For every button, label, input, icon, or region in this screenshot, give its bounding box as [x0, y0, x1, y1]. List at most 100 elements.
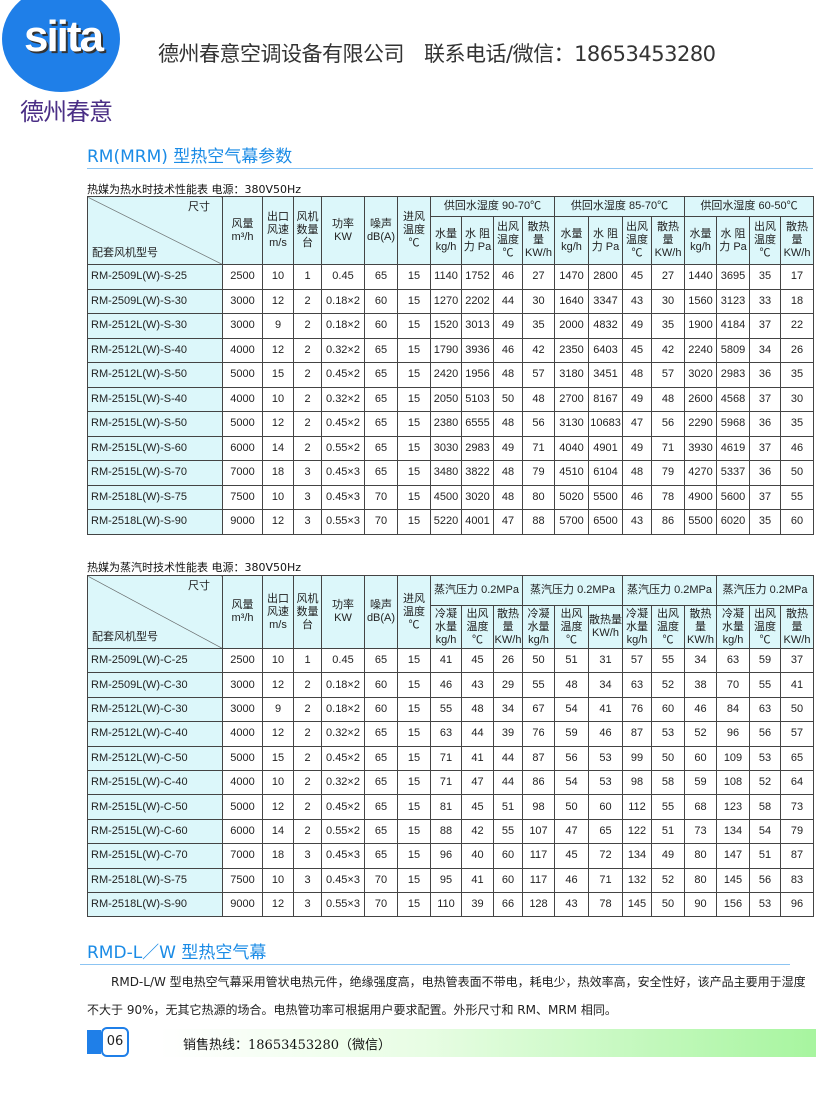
table-cell: 53: [588, 769, 623, 796]
table-cell: 4040: [554, 435, 590, 461]
table-cell: 51: [749, 843, 781, 869]
table-cell: 34: [749, 337, 782, 363]
table-cell: 60: [364, 696, 398, 723]
corner-top-label: 尺寸: [188, 580, 210, 592]
model-cell: RM-2512L(W)-S-50: [87, 362, 223, 388]
table-cell: 60: [588, 794, 623, 820]
column-header: 出口 风速 m/s: [262, 196, 294, 265]
table-cell: 0.45×3: [321, 867, 365, 893]
table-row: RM-2515L(W)-C-50 5000 12 2 0.45×2 65 15 81 45 51 9…: [87, 794, 814, 820]
table-cell: 76: [522, 721, 555, 747]
table-cell: 15: [397, 745, 431, 771]
table-cell: 54: [554, 769, 589, 796]
table-cell: 0.32×2: [321, 337, 365, 363]
table-cell: 4619: [716, 435, 751, 461]
table-cell: 48: [521, 386, 556, 412]
table-cell: 65: [364, 411, 398, 437]
model-cell: RM-2509L(W)-C-30: [87, 672, 223, 698]
table-cell: 36: [749, 460, 782, 486]
table-cell: 50: [493, 386, 523, 412]
model-cell: RM-2509L(W)-S-25: [87, 264, 223, 290]
table-cell: 112: [622, 794, 652, 820]
table-cell: 38: [684, 672, 717, 698]
table-cell: 30: [780, 386, 815, 412]
table-cell: 27: [651, 264, 686, 290]
table-cell: 87: [622, 721, 652, 747]
table-cell: 37: [749, 313, 782, 339]
table-cell: 7000: [222, 460, 263, 486]
corner-header: 尺寸 配套风机型号: [87, 196, 223, 265]
sub-header: 冷凝 水量 kg/h: [716, 605, 750, 649]
table-cell: 2: [293, 721, 322, 747]
table-cell: 15: [397, 435, 431, 461]
table-cell: 2700: [554, 386, 590, 412]
table-cell: 109: [716, 745, 750, 771]
table-cell: 15: [397, 337, 431, 363]
table-cell: 65: [364, 460, 398, 486]
corner-bottom-label: 配套风机型号: [92, 247, 158, 259]
group-header: 供回水湿度 60-50℃: [684, 196, 815, 217]
table-cell: 12: [262, 411, 294, 437]
table-cell: 53: [651, 721, 685, 747]
table-cell: 60: [493, 867, 523, 893]
table-cell: 96: [716, 721, 750, 747]
table2-caption: 热媒为蒸汽时技术性能表 电源：380V50Hz: [87, 561, 302, 574]
table-cell: 18: [262, 460, 294, 486]
table-cell: 5500: [588, 484, 624, 510]
table-cell: 60: [780, 509, 815, 535]
table-cell: 10: [262, 867, 294, 893]
sub-header: 出风 温度 ℃: [493, 216, 523, 265]
table-cell: 2: [293, 337, 322, 363]
column-header: 风量 m³/h: [222, 575, 263, 649]
table-row: RM-2512L(W)-C-30 3000 9 2 0.18×2 60 15 55 48 34 67…: [87, 696, 814, 723]
sub-header: 水量 kg/h: [684, 216, 718, 265]
table-cell: 73: [780, 794, 814, 820]
table-cell: 0.32×2: [321, 769, 365, 796]
table-cell: 71: [588, 867, 623, 893]
table-cell: 79: [651, 460, 686, 486]
column-header: 风机 数量 台: [293, 575, 322, 649]
table-cell: 35: [780, 411, 815, 437]
table-cell: 65: [780, 745, 814, 771]
table-cell: 70: [364, 484, 398, 510]
table-cell: 6500: [588, 509, 624, 535]
table-cell: 3930: [684, 435, 718, 461]
table-cell: 65: [364, 435, 398, 461]
table-cell: 80: [684, 867, 717, 893]
table1-caption: 热媒为热水时技术性能表 电源：380V50Hz: [87, 183, 302, 196]
table-cell: 60: [651, 696, 685, 723]
table-cell: 14: [262, 818, 294, 845]
table-cell: 68: [684, 794, 717, 820]
table-cell: 3695: [716, 264, 751, 290]
table-cell: 15: [397, 264, 431, 290]
table-cell: 145: [622, 891, 652, 918]
table-cell: 55: [651, 794, 685, 820]
table-cell: 5968: [716, 411, 751, 437]
table-cell: 49: [651, 843, 685, 869]
table-row: RM-2515L(W)-S-70 7000 18 3 0.45×3 65 15 3480 382…: [87, 460, 815, 486]
table-cell: 53: [588, 745, 623, 771]
table-cell: 47: [622, 411, 653, 437]
table-cell: 70: [364, 891, 398, 918]
table-cell: 3: [293, 484, 322, 510]
column-header: 出口 风速 m/s: [262, 575, 294, 649]
table-cell: 81: [430, 794, 462, 820]
table-cell: 6403: [588, 337, 624, 363]
table-cell: 98: [622, 769, 652, 796]
table-cell: 58: [651, 769, 685, 796]
column-header: 噪声 dB(A): [364, 575, 398, 649]
table-cell: 4901: [588, 435, 624, 461]
table-cell: 2: [293, 696, 322, 723]
table-cell: 3030: [430, 435, 462, 461]
table-cell: 57: [780, 721, 814, 747]
model-cell: RM-2515L(W)-S-40: [87, 386, 223, 412]
table-cell: 122: [622, 818, 652, 845]
column-header: 功率 KW: [321, 575, 365, 649]
table-cell: 0.45: [321, 647, 365, 674]
table-cell: 59: [684, 769, 717, 796]
table-cell: 67: [522, 696, 555, 723]
table-cell: 117: [522, 843, 555, 869]
table-row: RM-2518L(W)-S-75 7500 10 3 0.45×3 70 15 4500 302…: [87, 484, 815, 510]
table-cell: 5600: [716, 484, 751, 510]
model-cell: RM-2509L(W)-C-25: [87, 647, 223, 674]
